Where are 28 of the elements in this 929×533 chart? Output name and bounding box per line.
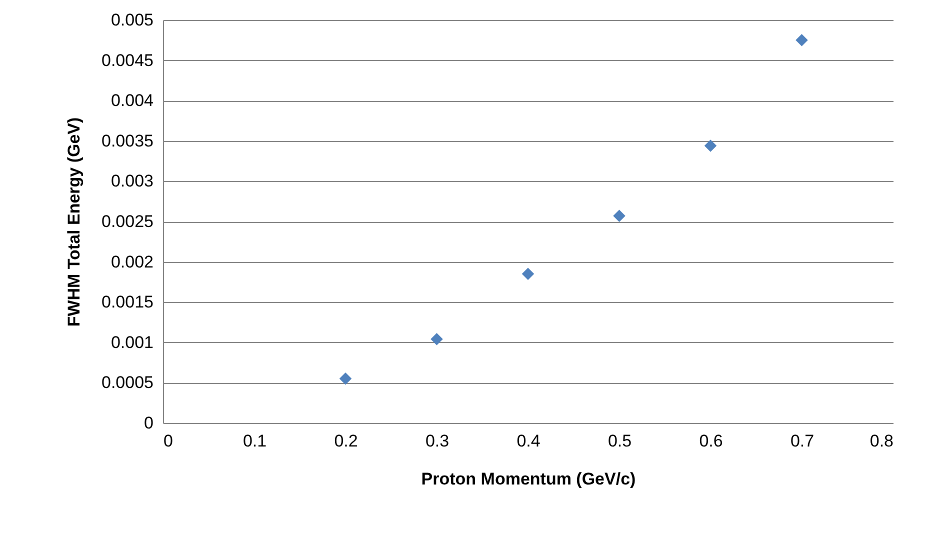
y-tick-label: 0.0025 [102, 212, 154, 231]
y-tick-label: 0.0035 [102, 131, 154, 150]
y-axis-title: FWHM Total Energy (GeV) [64, 117, 84, 327]
x-tick-label: 0.2 [334, 432, 358, 450]
x-tick-label: 0.8 [870, 432, 894, 450]
point [704, 140, 717, 152]
y-tick-label: 0.002 [110, 252, 154, 272]
point [522, 268, 534, 280]
y-tick-label: 0.005 [110, 10, 154, 30]
point [796, 34, 808, 46]
y-tick-label: 0.0045 [102, 50, 154, 70]
x-tick-label: 0.1 [242, 432, 267, 450]
x-tick-label: 0.7 [790, 432, 814, 450]
point [339, 372, 352, 385]
point [430, 333, 443, 346]
y-tick-label: 0.0015 [102, 292, 154, 312]
y-tick-label: 0.004 [110, 91, 154, 110]
x-tick-label: 0.6 [699, 432, 723, 450]
y-tick-label: 0.001 [110, 332, 154, 352]
x-tick-label: 0.5 [608, 432, 632, 450]
y-tick-label: 0.003 [110, 172, 154, 191]
point [613, 210, 626, 222]
y-tick-label: 0.0005 [102, 373, 154, 392]
y-tick-label: 0 [144, 414, 154, 432]
x-axis-title: Proton Momentum (GeV/c) [421, 470, 636, 488]
x-tick-label: 0 [164, 432, 173, 450]
x-tick-label: 0.3 [425, 432, 450, 450]
x-tick-label: 0.4 [516, 432, 540, 450]
